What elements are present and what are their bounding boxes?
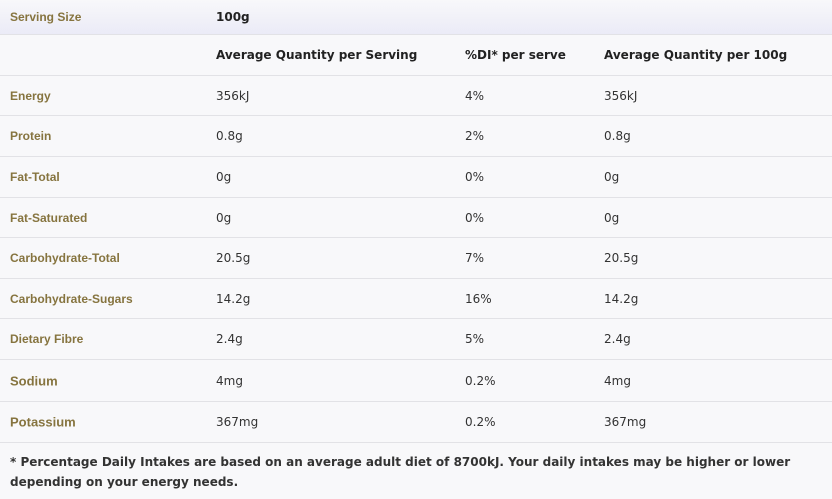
nutrient-value: 7% (465, 251, 485, 265)
nutrient-value: 2% (465, 129, 485, 143)
nutrient-name: Carbohydrate-Sugars (10, 291, 133, 306)
serving-label: Serving Size (10, 10, 82, 24)
nutrient-value: 2.4g (604, 332, 631, 346)
table-row: Protein 0.8g 2% 0.8g (0, 116, 832, 157)
nutrient-value: 0g (604, 210, 620, 225)
nutrient-value: 0.8g (604, 129, 631, 143)
nutrient-value: 16% (465, 291, 492, 306)
nutrient-name: Fat-Saturated (10, 210, 88, 225)
serving-value: 100g (216, 10, 250, 24)
nutrient-value: 2.4g (216, 332, 243, 346)
nutrient-value: 4% (465, 88, 485, 103)
nutrient-value: 356kJ (604, 88, 638, 103)
table-row: Energy 356kJ 4% 356kJ (0, 76, 832, 116)
footnote: * Percentage Daily Intakes are based on … (10, 455, 791, 489)
nutrient-value: 4mg (216, 373, 243, 388)
table-row: Fat-Total 0g 0% 0g (0, 157, 832, 198)
nutrient-name: Carbohydrate-Total (10, 251, 120, 265)
nutrient-value: 0.2% (465, 373, 496, 388)
nutrient-value: 0.2% (465, 415, 496, 429)
nutrient-value: 367mg (216, 415, 259, 429)
nutrient-value: 4mg (604, 373, 631, 388)
nutrient-value: 14.2g (216, 291, 251, 306)
nutrient-name: Dietary Fibre (10, 332, 84, 346)
nutrient-value: 0g (604, 170, 620, 184)
nutrient-value: 0g (216, 170, 232, 184)
nutrient-name: Sodium (10, 373, 58, 388)
table-row: Dietary Fibre 2.4g 5% 2.4g (0, 319, 832, 360)
table-row: Sodium 4mg 0.2% 4mg (0, 360, 832, 402)
nutrient-value: 0% (465, 170, 485, 184)
serving-row: Serving Size 100g (0, 0, 832, 35)
nutrient-name: Potassium (10, 414, 76, 430)
nutrient-name: Protein (10, 129, 52, 143)
nutrient-value: 14.2g (604, 291, 639, 306)
header: Average Quantity per 100g (604, 48, 788, 62)
nutrient-value: 0.8g (216, 129, 243, 143)
header: Average Quantity per Serving (216, 48, 418, 62)
nutrient-value: 0g (216, 210, 232, 225)
nutrient-name: Energy (10, 88, 51, 103)
nutrient-value: 20.5g (216, 251, 251, 265)
nutrient-value: 367mg (604, 415, 647, 429)
nutrient-value: 0% (465, 210, 485, 225)
nutrient-name: Fat-Total (10, 170, 60, 184)
table-row: Fat-Saturated 0g 0% 0g (0, 198, 832, 238)
table-row: Potassium 367mg 0.2% 367mg (0, 402, 832, 443)
table-row: Carbohydrate-Sugars 14.2g 16% 14.2g (0, 279, 832, 319)
table-row: Carbohydrate-Total 20.5g 7% 20.5g (0, 238, 832, 279)
nutrient-value: 356kJ (216, 88, 250, 103)
nutrient-value: 5% (465, 332, 485, 346)
header-row: Average Quantity per Serving %DI* per se… (0, 35, 832, 76)
nutrient-value: 20.5g (604, 251, 639, 265)
header: %DI* per serve (465, 48, 566, 62)
